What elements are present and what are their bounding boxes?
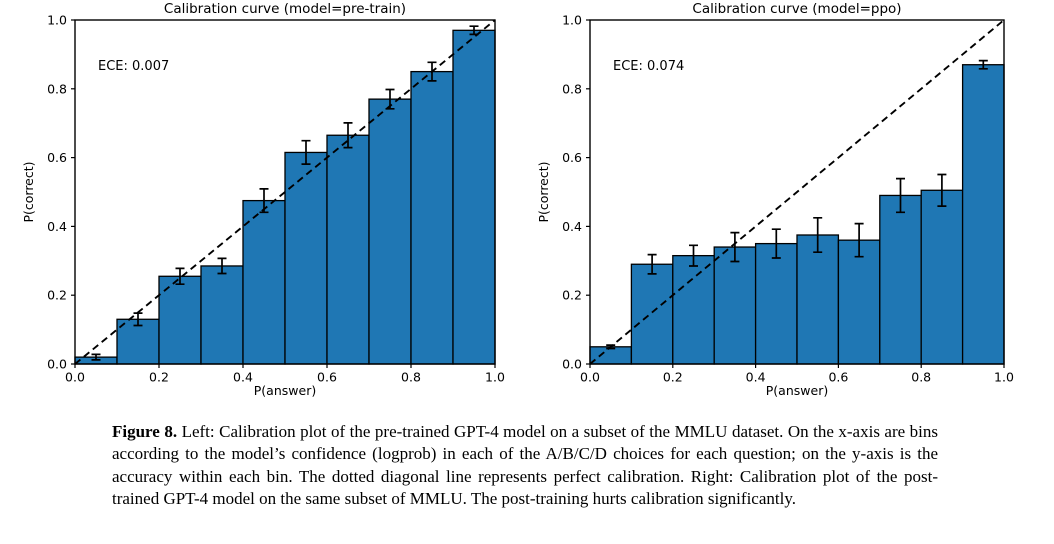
x-tick-label: 0.4 [746,370,766,385]
error-bar [978,59,988,70]
error-bar [689,244,698,267]
error-bar [937,173,947,207]
y-tick-label: 0.6 [47,150,67,165]
y-tick-label: 0.6 [562,150,582,165]
histogram-bar [410,70,454,365]
y-tick-label: 0.0 [562,357,582,372]
error-bar [896,177,905,214]
error-bar [301,139,311,165]
plot-frame [74,19,496,365]
plot-frame [589,19,1005,365]
error-bar [175,267,185,286]
ece-annotation: ECE: 0.007 [98,59,169,74]
error-bar [854,222,864,258]
chart-title: Calibration curve (model=pre-train) [164,1,406,17]
histogram-bar [630,263,674,365]
x-tick-label: 0.6 [828,370,848,385]
histogram-bar [589,346,633,365]
y-tick-label: 0.0 [47,357,67,372]
x-tick-label: 0.8 [401,370,421,385]
histogram-bar [368,98,412,365]
error-bar [647,253,657,275]
histogram-bar [452,29,496,365]
chart-title: Calibration curve (model=ppo) [692,1,901,17]
error-bar [91,353,101,361]
y-tick-label: 0.4 [47,219,67,234]
histogram-bar [284,151,328,365]
histogram-bar [796,234,840,365]
histogram-bar [242,199,286,365]
x-tick-label: 0.0 [580,370,600,385]
figure-caption-label: Figure 8. [112,422,178,441]
histogram-bar [837,239,881,365]
y-tick-label: 1.0 [562,13,582,28]
error-bar [813,216,823,254]
x-tick-label: 0.6 [317,370,337,385]
x-axis-label: P(answer) [254,383,316,398]
histogram-bar [961,64,1005,365]
x-axis-label: P(answer) [766,383,828,398]
ece-annotation: ECE: 0.074 [613,59,684,74]
x-tick-label: 0.2 [149,370,169,385]
y-tick-label: 0.2 [47,288,67,303]
calibration-chart-pretrain: 0.0 0.2 0.4 0.6 0.8 1.0 0.0 0.2 0.4 0.6 0.8 1.0 Cali… [21,1,505,398]
figure-caption-text: Left: Calibration plot of the pre-traine… [112,422,939,508]
y-axis-label: P(correct) [536,161,551,222]
error-bar [343,122,353,149]
y-axis-label: P(correct) [21,161,36,222]
y-tick-label: 0.4 [562,219,582,234]
error-bar [730,231,740,263]
perfect-calibration-diagonal [74,19,496,365]
error-bar [771,228,781,259]
histogram-bar [920,189,964,365]
y-tick-label: 0.8 [562,81,582,96]
x-tick-label: 1.0 [994,370,1014,385]
y-tick-label: 0.8 [47,81,67,96]
histogram-bar [672,254,715,365]
y-tick-label: 1.0 [47,13,67,28]
histogram-bar [879,194,922,365]
x-tick-label: 0.2 [663,370,683,385]
x-tick-label: 0.4 [233,370,253,385]
error-bar [217,257,227,275]
figure-caption: Figure 8. Left: Calibration plot of the … [112,421,938,510]
histogram-bar [754,242,798,365]
x-tick-label: 1.0 [485,370,505,385]
perfect-calibration-diagonal [589,19,1005,365]
histogram-bar [326,134,370,365]
x-tick-label: 0.0 [65,370,85,385]
y-tick-label: 0.2 [562,288,582,303]
histogram-bar [713,246,757,365]
histogram-bar [200,265,244,365]
x-tick-label: 0.8 [911,370,931,385]
calibration-chart-ppo: 0.0 0.2 0.4 0.6 0.8 1.0 0.0 0.2 0.4 0.6 0.8 1.0 Cali… [536,1,1014,398]
